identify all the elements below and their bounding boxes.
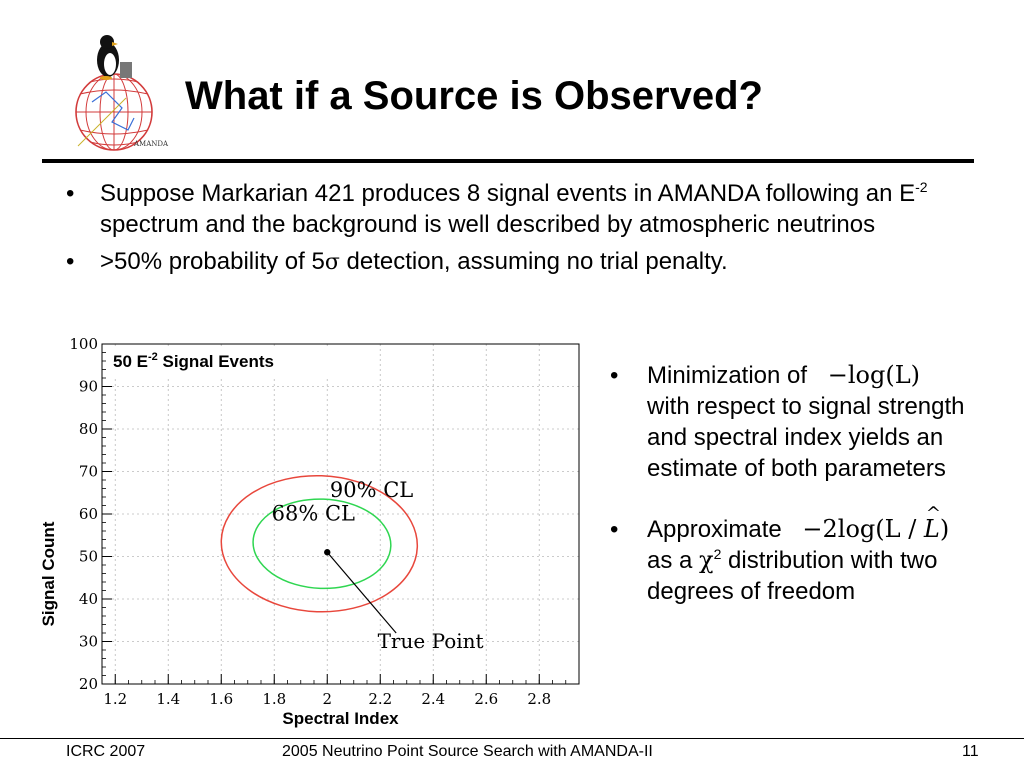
bullet-minimization: • Minimization of −log(L) with respect to… xyxy=(610,360,1010,484)
true-point-marker xyxy=(324,549,397,634)
bullet-dot-icon: • xyxy=(610,362,619,389)
footer-divider xyxy=(0,738,1024,739)
signal-vs-index-plot: 1.2 1.4 1.6 1.8 2 2.2 2.4 2.6 2.8 20 30 40 50 60 70 80 9… xyxy=(39,335,580,728)
slide-title: What if a Source is Observed? xyxy=(185,74,763,118)
bullet-probability: • >50% probability of 5σ detection, assum… xyxy=(66,246,966,278)
true-point-label: True Point xyxy=(378,629,484,653)
y-tick-label: 20 xyxy=(79,675,98,693)
contour-68-cl xyxy=(252,498,392,590)
bullet-markarian: • Suppose Markarian 421 produces 8 signal… xyxy=(66,178,966,240)
amanda-logo: AMANDA xyxy=(75,35,169,151)
likelihood-ratio-formula: −2log(L / L) xyxy=(788,498,949,543)
bullet-approximate: • Approximate −2log(L / L) as a χ2 distri… xyxy=(610,498,1010,607)
y-tick-label: 70 xyxy=(79,463,98,481)
true-point-pointer xyxy=(326,551,397,634)
x-tick-label: 1.8 xyxy=(262,690,286,708)
x-axis-label: Spectral Index xyxy=(282,709,399,728)
y-tick-label: 80 xyxy=(79,420,98,438)
chi-symbol: χ xyxy=(699,546,714,574)
contour-90-cl xyxy=(220,474,419,613)
x-tick-label: 1.2 xyxy=(103,690,127,708)
neg-log-l-formula: −log(L) xyxy=(827,361,920,389)
y-tick-label: 50 xyxy=(79,548,98,566)
bullet-dot-icon: • xyxy=(66,248,75,275)
cl68-label: 68% CL xyxy=(272,501,355,525)
bullet-text: distribution with two degrees of freedom xyxy=(647,547,938,605)
plot-grid xyxy=(102,343,579,685)
y-tick-label: 90 xyxy=(79,378,98,396)
x-tick-label: 2.2 xyxy=(368,690,392,708)
x-tick-label: 2.6 xyxy=(474,690,498,708)
side-bullet-list: • Minimization of −log(L) with respect to… xyxy=(610,360,1010,607)
x-tick-label: 2.4 xyxy=(421,690,445,708)
x-tick-label: 2.8 xyxy=(527,690,551,708)
y-axis-label: Signal Count xyxy=(39,521,58,626)
footer-conference: ICRC 2007 xyxy=(66,743,146,760)
footer-page-number: 11 xyxy=(962,743,979,760)
inset-label-box xyxy=(109,346,331,376)
cl90-label: 90% CL xyxy=(330,478,413,502)
penguin-icon xyxy=(97,35,132,80)
bullet-text: detection, assuming no trial penalty. xyxy=(339,248,728,275)
true-point xyxy=(324,549,331,556)
globe-icon xyxy=(75,73,153,151)
y-tick-label: 40 xyxy=(79,590,98,608)
bullet-text: as a xyxy=(647,547,700,574)
bullet-text: Suppose Markarian 421 produces 8 signal … xyxy=(100,180,916,207)
bullet-dot-icon: • xyxy=(610,516,619,543)
x-tick-label: 2 xyxy=(322,690,332,708)
x-tick-label: 1.6 xyxy=(209,690,233,708)
bullet-dot-icon: • xyxy=(66,180,75,207)
x-tick-label: 1.4 xyxy=(156,690,180,708)
main-bullet-list: • Suppose Markarian 421 produces 8 signal… xyxy=(66,178,966,284)
confidence-contours xyxy=(220,474,419,613)
title-divider xyxy=(42,159,974,163)
footer-talk-title: 2005 Neutrino Point Source Search with A… xyxy=(282,743,653,760)
inset-label: 50 E-2 Signal Events xyxy=(113,351,274,371)
sigma-symbol: σ xyxy=(324,250,340,275)
axis-ticks: 1.2 1.4 1.6 1.8 2 2.2 2.4 2.6 2.8 20 30 40 50 60 70 80 9… xyxy=(69,335,580,708)
bullet-text: spectrum and the background is well desc… xyxy=(100,211,876,238)
bullet-text: Minimization of xyxy=(647,362,814,389)
bullet-text: >50% probability of 5 xyxy=(100,248,325,275)
exponent: -2 xyxy=(915,179,928,195)
y-tick-label: 100 xyxy=(69,335,98,353)
svg-text:AMANDA: AMANDA xyxy=(133,140,169,148)
bullet-text: with respect to signal strength and spec… xyxy=(647,393,965,482)
exponent: 2 xyxy=(713,546,722,562)
bullet-text: Approximate xyxy=(647,516,789,543)
y-tick-label: 60 xyxy=(79,505,98,523)
y-tick-label: 30 xyxy=(79,633,98,651)
